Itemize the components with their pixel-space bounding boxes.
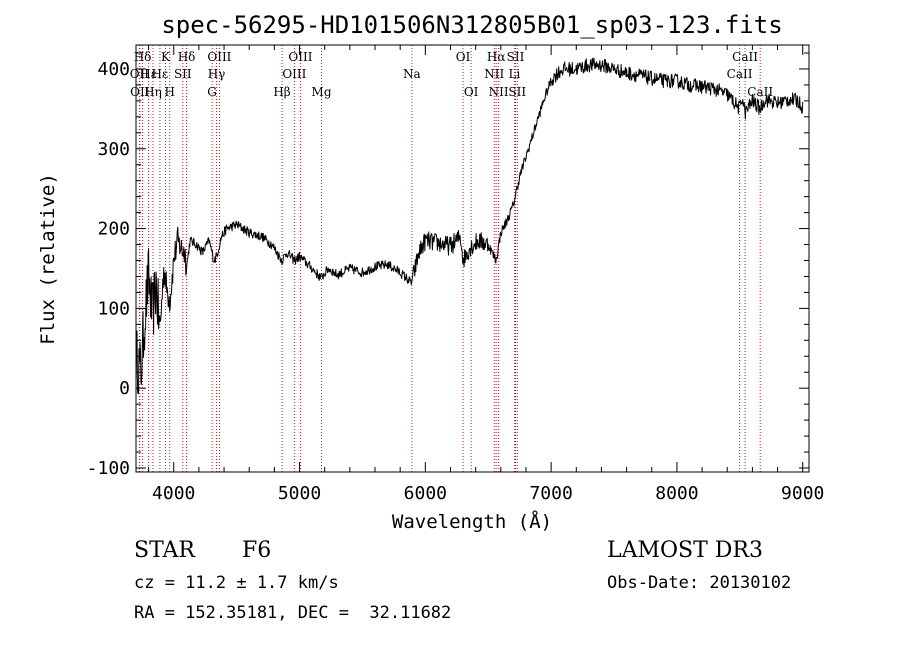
x-tick-label-5: 9000 [781, 483, 824, 504]
y-axis: -100 0 100 200 300 400 [87, 52, 809, 479]
line-markers [138, 45, 761, 472]
line-label-2: OII [130, 85, 150, 99]
line-label-19: OI [464, 85, 479, 99]
x-tick-label-4: 8000 [655, 483, 698, 504]
line-label-16: Mg [312, 85, 332, 99]
line-label-14: OIII [282, 67, 306, 81]
line-label-9: SII [174, 67, 192, 81]
line-label-11: Hγ [208, 67, 226, 81]
line-label-0: Hδ [134, 50, 152, 64]
coordinates-text: RA = 152.35181, DEC = 32.11682 [134, 603, 452, 623]
line-label-10: OIII [207, 50, 231, 64]
line-label-6: H [164, 85, 174, 99]
object-class: STAR [134, 538, 195, 563]
y-axis-label: Flux (relative) [37, 173, 59, 345]
x-tick-label-0: 4000 [152, 483, 195, 504]
x-tick-label-3: 7000 [529, 483, 572, 504]
survey-name: LAMOST DR3 [607, 538, 763, 563]
y-tick-label-4: 300 [97, 139, 130, 160]
line-label-24: Li [508, 67, 520, 81]
line-label-20: Hα [487, 50, 506, 64]
y-tick-label-2: 100 [97, 298, 130, 319]
line-label-17: Na [403, 67, 421, 81]
y-tick-label-0: -100 [87, 458, 130, 479]
line-label-12: G [207, 85, 217, 99]
y-tick-label-3: 200 [97, 219, 130, 240]
line-label-13: OIII [288, 50, 312, 64]
line-label-7: Hε [152, 67, 169, 81]
line-label-23: SII [507, 50, 525, 64]
x-axis-label: Wavelength (Å) [392, 510, 552, 533]
y-tick-label-1: 0 [119, 378, 130, 399]
line-label-5: K [161, 50, 171, 64]
line-label-3: Hε [140, 67, 157, 81]
line-label-8: Hδ [178, 50, 196, 64]
redshift-text: cz = 11.2 ± 1.7 km/s [134, 573, 339, 593]
x-tick-label-1: 5000 [278, 483, 321, 504]
observation-date: Obs-Date: 20130102 [607, 573, 792, 593]
y-tick-label-5: 400 [97, 59, 130, 80]
line-label-26: CaII [732, 50, 758, 64]
line-label-25: SII [508, 85, 526, 99]
x-axis: 4000 5000 6000 7000 8000 9000 [148, 45, 824, 504]
line-label-18: OI [456, 50, 471, 64]
x-tick-label-2: 6000 [404, 483, 447, 504]
object-subclass: F6 [242, 538, 272, 563]
line-label-27: CaII [727, 67, 753, 81]
line-label-22: NII [489, 85, 509, 99]
chart-title: spec-56295-HD101506N312805B01_sp03-123.f… [161, 11, 782, 39]
line-label-28: CaII [747, 85, 773, 99]
line-label-21: NII [484, 67, 504, 81]
line-label-4: Hη [144, 85, 162, 99]
line-label-1: OII [130, 67, 150, 81]
plot-frame [135, 44, 810, 473]
spectrum-line [135, 57, 804, 395]
line-label-15: Hβ [273, 85, 290, 99]
